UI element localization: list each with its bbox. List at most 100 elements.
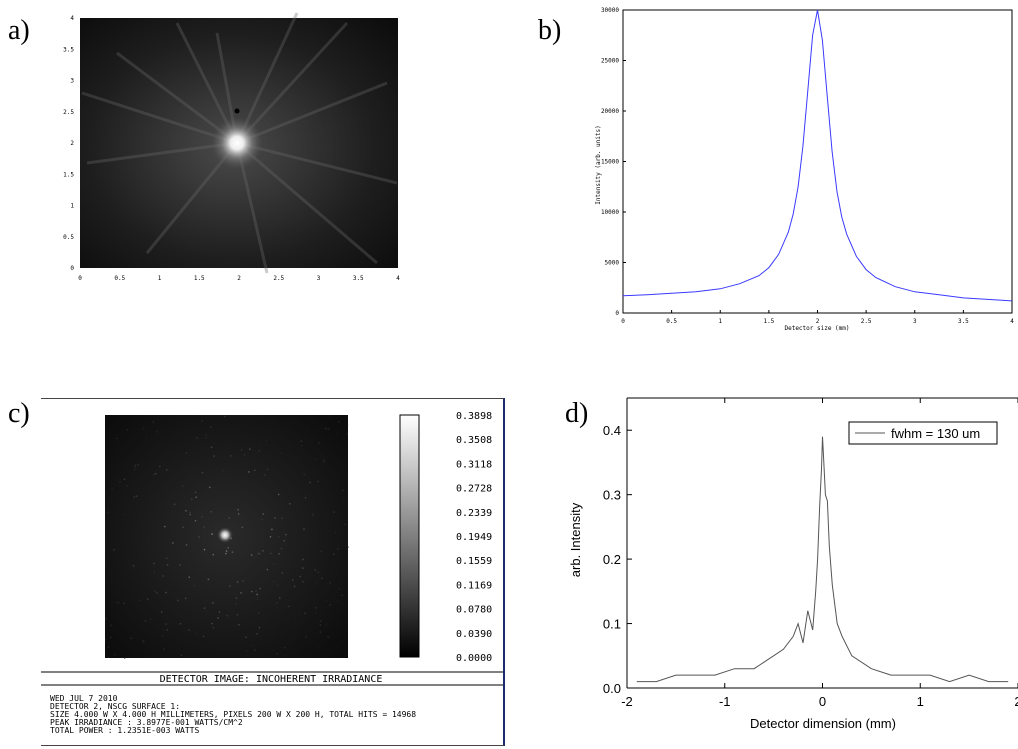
panel-b-x-tick: 3.5 bbox=[958, 318, 969, 325]
noise-pixel bbox=[259, 639, 262, 641]
noise-pixel bbox=[105, 638, 107, 641]
colorbar-label: 0.1949 bbox=[456, 532, 492, 543]
noise-pixel bbox=[161, 635, 164, 637]
noise-pixel bbox=[153, 473, 155, 476]
noise-pixel bbox=[107, 656, 110, 658]
noise-pixel bbox=[182, 485, 184, 487]
noise-pixel bbox=[142, 639, 144, 642]
heatmap-a-y-tick: 4 bbox=[70, 15, 74, 22]
noise-pixel bbox=[110, 624, 112, 627]
heatmap-a-ray bbox=[236, 141, 398, 185]
noise-pixel bbox=[146, 434, 148, 436]
noise-pixel bbox=[115, 601, 118, 604]
noise-pixel bbox=[166, 469, 168, 471]
noise-pixel bbox=[179, 564, 181, 566]
noise-pixel bbox=[155, 472, 157, 475]
noise-pixel bbox=[152, 420, 154, 423]
noise-pixel bbox=[237, 513, 240, 515]
noise-pixel bbox=[280, 547, 283, 550]
detector-image-peak bbox=[217, 527, 233, 543]
heatmap-a-y-tick: 3 bbox=[70, 78, 74, 85]
noise-pixel bbox=[126, 429, 129, 431]
noise-pixel bbox=[279, 597, 281, 599]
noise-pixel bbox=[329, 582, 331, 584]
noise-pixel bbox=[212, 553, 214, 556]
noise-pixel bbox=[191, 498, 193, 501]
noise-pixel bbox=[323, 457, 325, 459]
panel-d-legend-label: fwhm = 130 um bbox=[891, 426, 980, 441]
noise-pixel bbox=[277, 584, 279, 586]
noise-pixel bbox=[133, 567, 135, 569]
noise-pixel bbox=[321, 577, 323, 580]
panel-b-y-tick: 5000 bbox=[605, 260, 620, 267]
panel-d-x-tick: -1 bbox=[719, 694, 731, 709]
noise-pixel bbox=[211, 533, 213, 535]
panel-b-y-tick: 25000 bbox=[601, 58, 619, 65]
panel-label-c: c) bbox=[8, 398, 30, 429]
heatmap-a-x-tick: 2 bbox=[237, 275, 241, 282]
noise-pixel bbox=[288, 605, 290, 608]
noise-pixel bbox=[334, 532, 337, 534]
noise-pixel bbox=[154, 590, 156, 593]
heatmap-a-y-tick: 1 bbox=[70, 203, 74, 210]
noise-pixel bbox=[319, 624, 321, 626]
noise-pixel bbox=[235, 597, 238, 599]
noise-pixel bbox=[123, 478, 126, 481]
panel-b-y-tick: 0 bbox=[615, 310, 619, 317]
noise-pixel bbox=[256, 633, 258, 635]
noise-pixel bbox=[312, 514, 314, 516]
heatmap-a-ray bbox=[236, 81, 388, 145]
noise-pixel bbox=[306, 425, 308, 427]
noise-pixel bbox=[107, 646, 110, 648]
noise-pixel bbox=[117, 602, 120, 604]
noise-pixel bbox=[211, 622, 213, 625]
colorbar-label: 0.1559 bbox=[456, 556, 492, 567]
noise-pixel bbox=[160, 611, 163, 613]
noise-pixel bbox=[278, 493, 280, 496]
noise-pixel bbox=[107, 475, 109, 477]
panel-b-x-tick: 3 bbox=[913, 318, 917, 325]
noise-pixel bbox=[227, 547, 229, 549]
noise-pixel bbox=[258, 612, 260, 614]
noise-pixel bbox=[133, 496, 136, 498]
colorbar bbox=[399, 414, 420, 658]
noise-pixel bbox=[108, 511, 110, 513]
panel-d-xlabel: Detector dimension (mm) bbox=[750, 716, 896, 731]
noise-pixel bbox=[177, 599, 179, 602]
panel-b-plot-frame bbox=[622, 9, 1013, 314]
noise-pixel bbox=[259, 587, 261, 590]
noise-pixel bbox=[315, 607, 317, 609]
noise-pixel bbox=[139, 599, 141, 602]
panel-label-b: b) bbox=[538, 15, 562, 46]
panel-d-y-tick: 0.1 bbox=[603, 617, 621, 632]
heatmap-a-x-tick: 0 bbox=[78, 275, 82, 282]
colorbar-label: 0.3118 bbox=[456, 459, 492, 470]
noise-pixel bbox=[266, 568, 268, 571]
noise-pixel bbox=[188, 576, 190, 578]
noise-pixel bbox=[302, 581, 304, 583]
noise-pixel bbox=[315, 581, 318, 583]
noise-pixel bbox=[325, 427, 327, 430]
noise-pixel bbox=[318, 442, 320, 444]
noise-pixel bbox=[225, 552, 227, 555]
panel-d-y-tick: 0.2 bbox=[603, 552, 621, 567]
noise-pixel bbox=[231, 551, 234, 553]
noise-pixel bbox=[110, 636, 112, 639]
noise-pixel bbox=[249, 448, 251, 450]
noise-pixel bbox=[105, 618, 107, 620]
noise-pixel bbox=[137, 464, 139, 466]
noise-pixel bbox=[265, 439, 267, 442]
panel-b-y-tick: 20000 bbox=[601, 108, 619, 115]
heatmap-a-ray bbox=[236, 141, 378, 265]
heatmap-a-x-tick: 0.5 bbox=[114, 275, 125, 282]
detector-image-noise bbox=[105, 415, 349, 659]
noise-pixel bbox=[213, 455, 215, 457]
noise-pixel bbox=[300, 440, 302, 442]
noise-pixel bbox=[203, 607, 206, 609]
noise-pixel bbox=[166, 564, 169, 566]
noise-pixel bbox=[320, 550, 322, 553]
noise-pixel bbox=[333, 553, 335, 556]
panel-d-chart: -2 -1 0 1 2 0.0 0.1 0.2 0.3 0.4 fwhm = 130 um Det… bbox=[568, 397, 1018, 731]
noise-pixel bbox=[305, 636, 307, 638]
noise-pixel bbox=[245, 636, 247, 638]
